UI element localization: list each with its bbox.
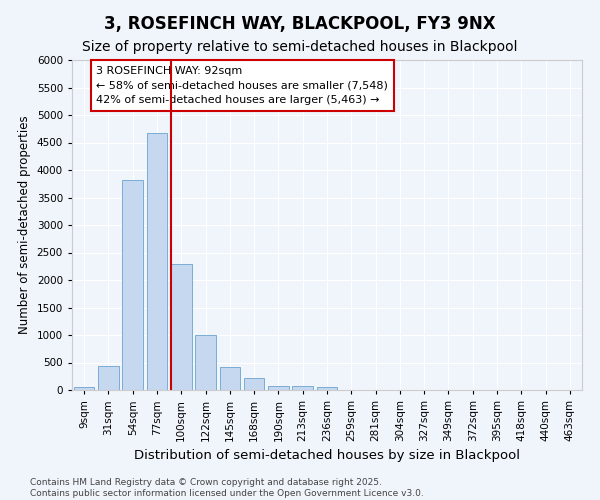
Text: 3, ROSEFINCH WAY, BLACKPOOL, FY3 9NX: 3, ROSEFINCH WAY, BLACKPOOL, FY3 9NX <box>104 15 496 33</box>
Bar <box>171 264 191 390</box>
Bar <box>317 387 337 390</box>
Bar <box>98 366 119 390</box>
Bar <box>292 386 313 390</box>
Bar <box>220 367 240 390</box>
Bar <box>268 386 289 390</box>
Bar <box>146 132 167 390</box>
Bar <box>74 387 94 390</box>
Text: Contains HM Land Registry data © Crown copyright and database right 2025.
Contai: Contains HM Land Registry data © Crown c… <box>30 478 424 498</box>
Bar <box>122 180 143 390</box>
X-axis label: Distribution of semi-detached houses by size in Blackpool: Distribution of semi-detached houses by … <box>134 450 520 462</box>
Text: Size of property relative to semi-detached houses in Blackpool: Size of property relative to semi-detach… <box>82 40 518 54</box>
Y-axis label: Number of semi-detached properties: Number of semi-detached properties <box>18 116 31 334</box>
Bar <box>195 335 216 390</box>
Bar <box>244 378 265 390</box>
Text: 3 ROSEFINCH WAY: 92sqm
← 58% of semi-detached houses are smaller (7,548)
42% of : 3 ROSEFINCH WAY: 92sqm ← 58% of semi-det… <box>96 66 388 105</box>
